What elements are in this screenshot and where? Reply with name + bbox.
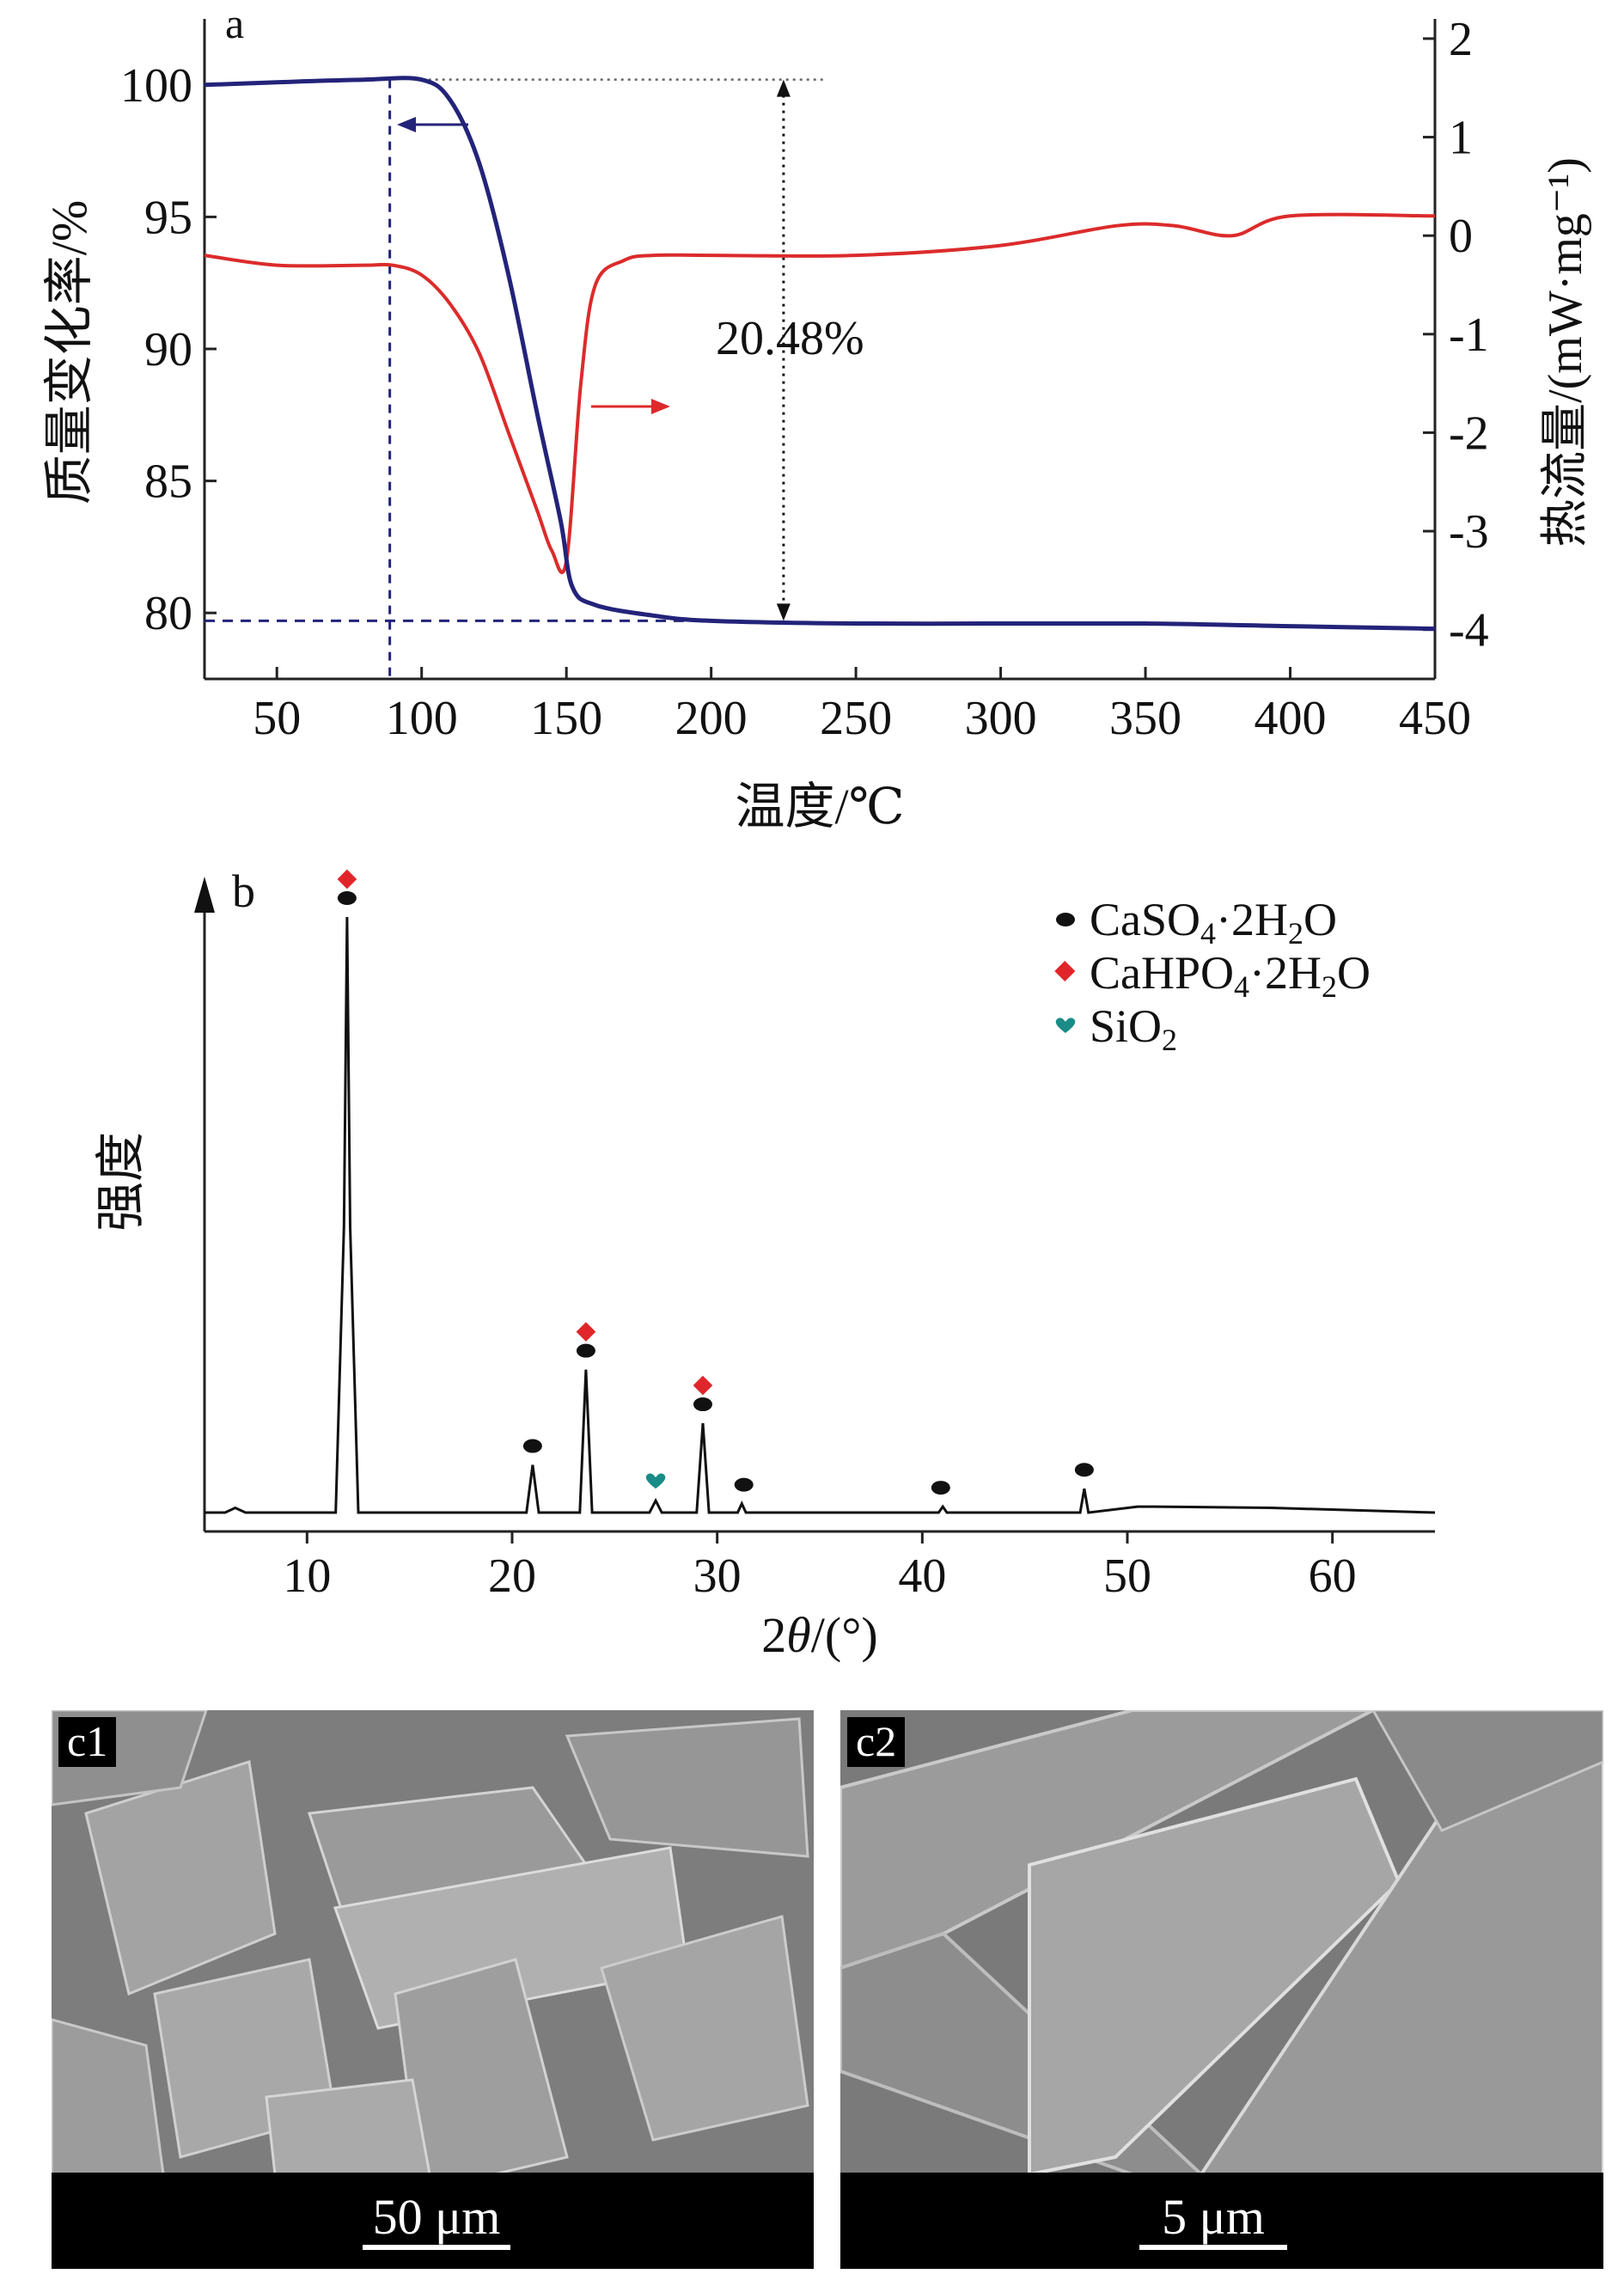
- xrd-x-tick-label: 40: [898, 1550, 946, 1603]
- sem-c2-scale-band: [840, 2173, 1603, 2269]
- right-y-tick-label: -1: [1449, 309, 1489, 362]
- brushite-peak-marker: [693, 1375, 713, 1396]
- xrd-y-axis-label: 强度: [93, 1132, 149, 1232]
- x-tick-label: 150: [530, 692, 602, 745]
- legend-label-brushite: CaHPO4·2H2O: [1090, 947, 1371, 1004]
- x-axis-label: 温度/℃: [736, 779, 905, 834]
- xrd-x-tick-label: 60: [1309, 1550, 1357, 1603]
- mass-loss-arrow-head-bottom: [776, 603, 791, 621]
- x-tick-label: 350: [1109, 692, 1181, 745]
- sem-c1-tag: c1: [58, 1717, 117, 1767]
- right-y-tick-label: -3: [1449, 505, 1489, 559]
- left-y-tick-label: 80: [144, 587, 192, 640]
- gypsum-peak-marker: [734, 1477, 754, 1492]
- sem-c1-scale-band: [52, 2173, 814, 2269]
- xrd-x-tick-label: 20: [488, 1550, 536, 1603]
- sem-image-c1: c1 50 μm: [52, 1710, 814, 2269]
- x-tick-label: 200: [675, 692, 748, 745]
- xrd-y-axis-arrowhead: [194, 877, 215, 913]
- gypsum-peak-marker: [1074, 1463, 1094, 1477]
- tg-dsc-chart: a 50 100 150 200 250 300 350 400 450 100 95 90 85 80 2…: [41, 0, 1592, 834]
- sem-c1-scale-bar: 50 μm: [363, 2191, 510, 2250]
- x-tick-label: 450: [1399, 692, 1471, 745]
- quartz-peak-marker: [645, 1473, 666, 1489]
- x-tick-label: 300: [965, 692, 1037, 745]
- heat-flow-curve: [204, 212, 1436, 574]
- xrd-legend: CaSO4·2H2O CaHPO4·2H2O SiO2: [1054, 894, 1371, 1057]
- heat-flow-axis-arrow: [591, 399, 670, 414]
- x-tick-label: 100: [386, 692, 458, 745]
- xrd-x-tick-label: 50: [1103, 1550, 1151, 1603]
- sem-c2-tag: c2: [847, 1717, 906, 1767]
- sem-c2-scale-label: 5 μm: [1162, 2189, 1265, 2245]
- gypsum-peak-marker: [931, 1481, 950, 1495]
- right-y-tick-label: 0: [1449, 210, 1473, 263]
- gypsum-peak-marker: [337, 891, 357, 905]
- gypsum-peak-marker: [522, 1439, 542, 1453]
- legend-marker-quartz: [1055, 1018, 1076, 1033]
- sem-c2-scale-bar: 5 μm: [1139, 2191, 1287, 2250]
- xrd-x-tick-label: 30: [693, 1550, 742, 1603]
- legend-marker-gypsum: [1056, 913, 1075, 926]
- brushite-peak-marker: [337, 869, 357, 889]
- right-y-tick-label: -4: [1449, 604, 1489, 657]
- x-tick-label: 50: [253, 692, 301, 745]
- gypsum-peak-marker: [576, 1343, 595, 1358]
- mass-axis-arrow: [397, 117, 468, 132]
- panel-b-tag: b: [232, 865, 255, 917]
- legend-marker-brushite: [1054, 960, 1076, 982]
- x-tick-label: 250: [820, 692, 892, 745]
- right-y-tick-label: 2: [1449, 13, 1473, 66]
- right-y-tick-label: -2: [1449, 407, 1489, 460]
- xrd-chart: b 10 20 30 40 50 60 强度 2θ/(°) CaSO4·2H2O CaHP…: [93, 865, 1436, 1663]
- mass-change-curve: [204, 76, 1436, 632]
- panel-a-tag: a: [225, 0, 244, 47]
- right-y-tick-label: 1: [1449, 112, 1473, 165]
- x-tick-label: 400: [1255, 692, 1327, 745]
- legend-label-gypsum: CaSO4·2H2O: [1090, 894, 1337, 951]
- mass-loss-arrow-head-top: [776, 79, 791, 97]
- brushite-peak-marker: [576, 1322, 596, 1342]
- left-y-tick-label: 100: [120, 59, 192, 113]
- xrd-x-tick-label: 10: [283, 1550, 331, 1603]
- left-y-tick-label: 95: [144, 191, 192, 244]
- left-y-tick-label: 90: [144, 323, 192, 376]
- mass-loss-annotation: 20.48%: [716, 312, 864, 365]
- xrd-x-axis-label: 2θ/(°): [761, 1607, 877, 1663]
- sem-image-c2: c2 5 μm: [840, 1710, 1603, 2269]
- legend-label-quartz: SiO2: [1090, 1000, 1177, 1057]
- left-axis-label: 质量变化率/%: [41, 200, 97, 504]
- gypsum-peak-marker: [693, 1397, 712, 1412]
- xrd-pattern: [205, 916, 1436, 1514]
- sem-c1-scale-label: 50 μm: [372, 2189, 501, 2245]
- right-axis-label: 热流量/(mW·mg⁻¹): [1539, 157, 1592, 547]
- left-y-tick-label: 85: [144, 455, 192, 509]
